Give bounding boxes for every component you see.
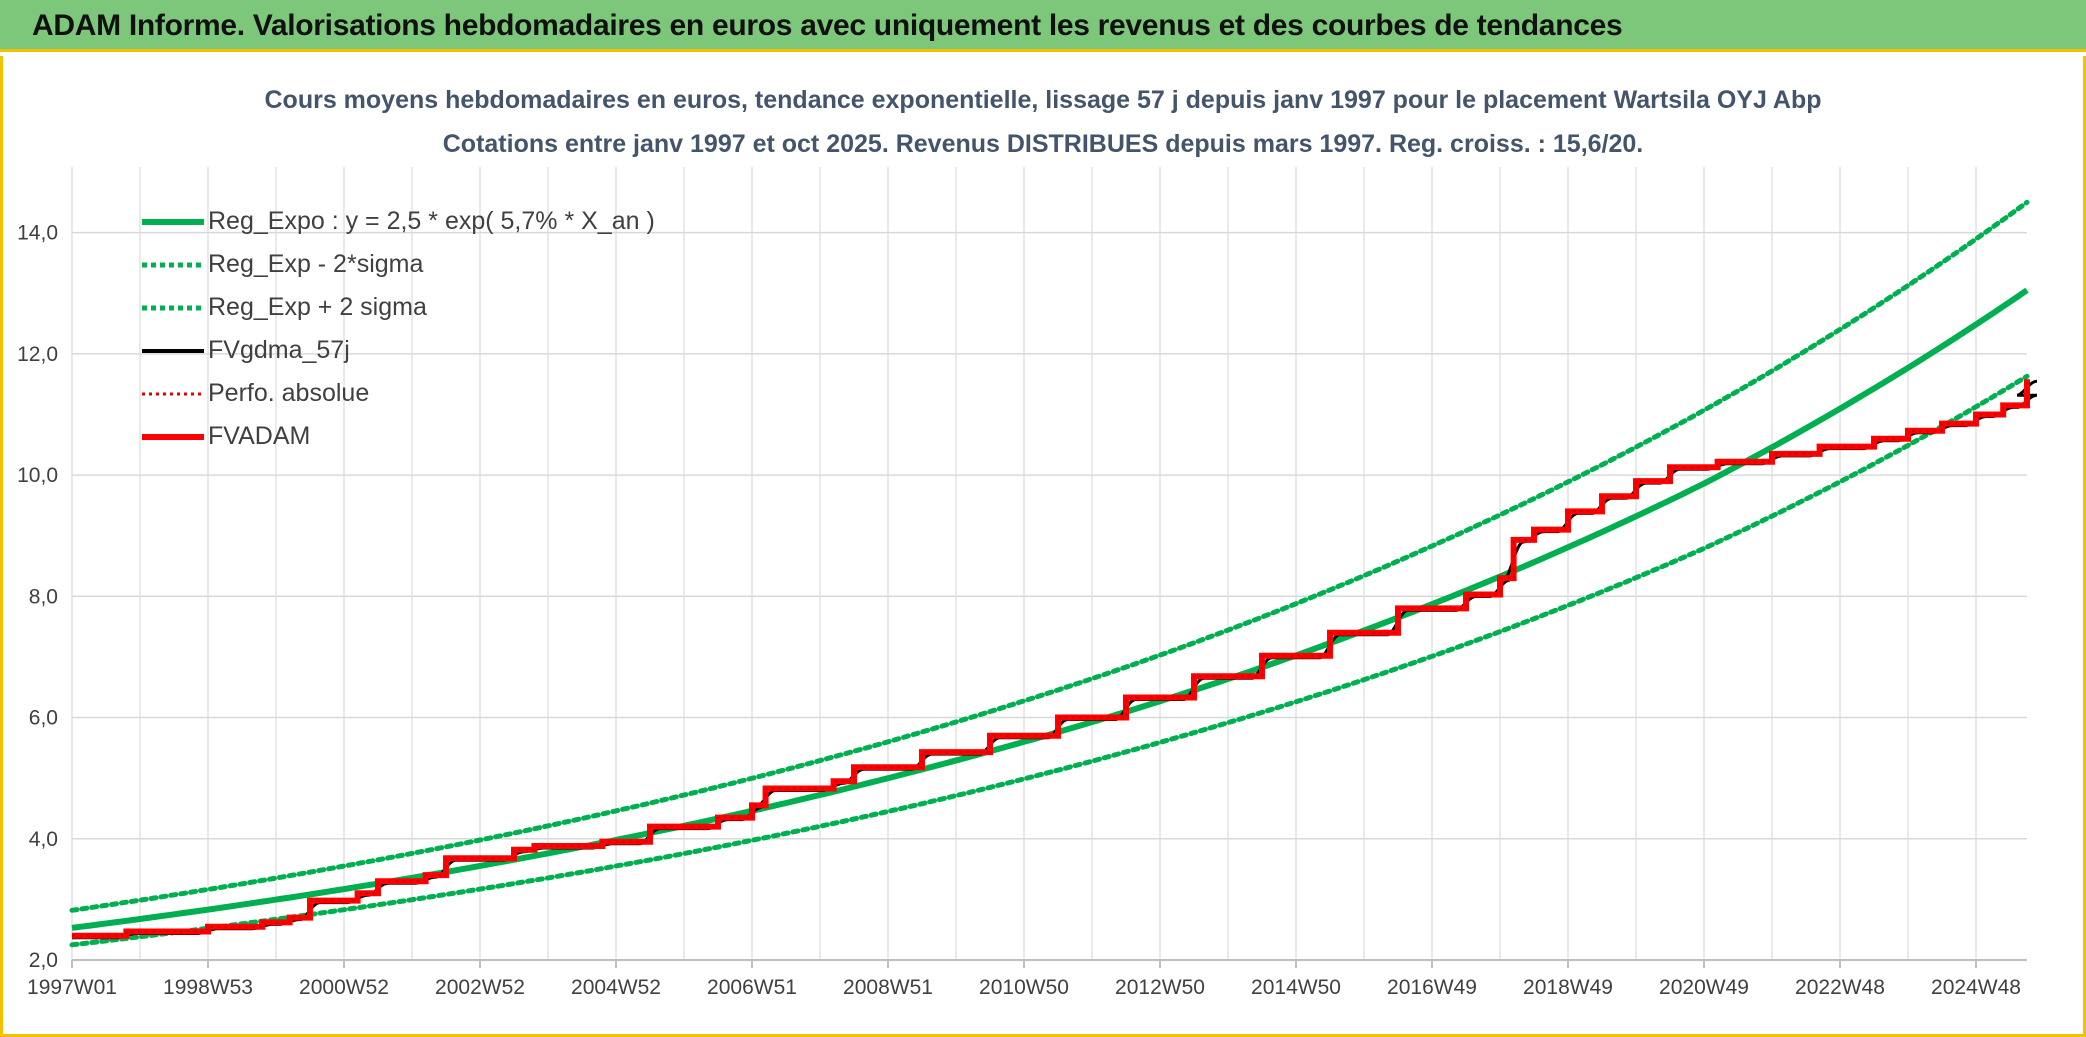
report-title: ADAM Informe. Valorisations hebdomadaire… xyxy=(32,9,1623,42)
legend-label: Reg_Expo : y = 2,5 * exp( 5,7% * X_an ) xyxy=(208,207,655,235)
legend-item-reg-exp-minus: Reg_Exp - 2*sigma xyxy=(140,243,655,286)
y-tick-label: 4,0 xyxy=(29,828,58,851)
chart-subtitle: Cotations entre janv 1997 et oct 2025. R… xyxy=(442,130,1644,158)
x-tick-label: 2018W49 xyxy=(1523,976,1613,999)
x-tick-label: 1997W01 xyxy=(27,976,117,999)
y-tick-label: 12,0 xyxy=(17,343,58,366)
legend-item-reg-exp-plus: Reg_Exp + 2 sigma xyxy=(140,286,655,329)
y-tick-label: 14,0 xyxy=(17,222,58,245)
legend-swatch-solid-black xyxy=(142,348,204,353)
legend-swatch-dotted-red xyxy=(142,392,204,395)
legend-label: FVgdma_57j xyxy=(208,336,350,364)
x-tick-label: 2000W52 xyxy=(299,976,389,999)
chart-frame xyxy=(0,56,2086,1037)
series-fvgdma-57j xyxy=(71,379,2038,940)
y-tick-label: 8,0 xyxy=(29,585,58,608)
legend-label: Perfo. absolue xyxy=(208,379,370,407)
legend-label: FVADAM xyxy=(208,422,311,450)
legend-label: Reg_Exp - 2*sigma xyxy=(208,250,424,278)
x-tick-label: 2006W51 xyxy=(707,976,797,999)
legend-item-reg-expo: Reg_Expo : y = 2,5 * exp( 5,7% * X_an ) xyxy=(140,200,655,243)
x-tick-label: 2004W52 xyxy=(571,976,661,999)
y-tick-label: 2,0 xyxy=(29,949,58,972)
series-fvadam xyxy=(71,379,2030,939)
legend-swatch-dotted-green xyxy=(142,305,204,310)
y-tick-label: 10,0 xyxy=(17,464,58,487)
x-tick-label: 1998W53 xyxy=(163,976,253,999)
x-tick-label: 2016W49 xyxy=(1387,976,1477,999)
legend-label: Reg_Exp + 2 sigma xyxy=(208,293,427,321)
legend-item-fvgdma: FVgdma_57j xyxy=(140,329,655,372)
report-header: ADAM Informe. Valorisations hebdomadaire… xyxy=(0,0,2086,52)
x-tick-label: 2008W51 xyxy=(843,976,933,999)
x-tick-label: 2012W50 xyxy=(1115,976,1205,999)
legend-item-perfo-absolue: Perfo. absolue xyxy=(140,372,655,415)
series-reg-exp-plus-2sigma xyxy=(69,199,2030,913)
y-tick-label: 6,0 xyxy=(29,707,58,730)
x-tick-label: 2020W49 xyxy=(1659,976,1749,999)
x-tick-label: 2022W48 xyxy=(1795,976,1885,999)
x-tick-label: 2010W50 xyxy=(979,976,1069,999)
chart-legend: Reg_Expo : y = 2,5 * exp( 5,7% * X_an ) … xyxy=(140,200,655,458)
chart-title: Cours moyens hebdomadaires en euros, ten… xyxy=(264,86,1822,114)
series-perfo-absolue xyxy=(71,379,2028,937)
x-tick-label: 2014W50 xyxy=(1251,976,1341,999)
legend-swatch-solid-green xyxy=(142,218,204,225)
legend-swatch-dotted-green xyxy=(142,262,204,267)
series-reg-exp-minus-2sigma xyxy=(69,373,2030,948)
legend-swatch-solid-red xyxy=(142,433,204,440)
legend-item-fvadam: FVADAM xyxy=(140,415,655,458)
x-tick-label: 2024W48 xyxy=(1931,976,2021,999)
x-tick-label: 2002W52 xyxy=(435,976,525,999)
